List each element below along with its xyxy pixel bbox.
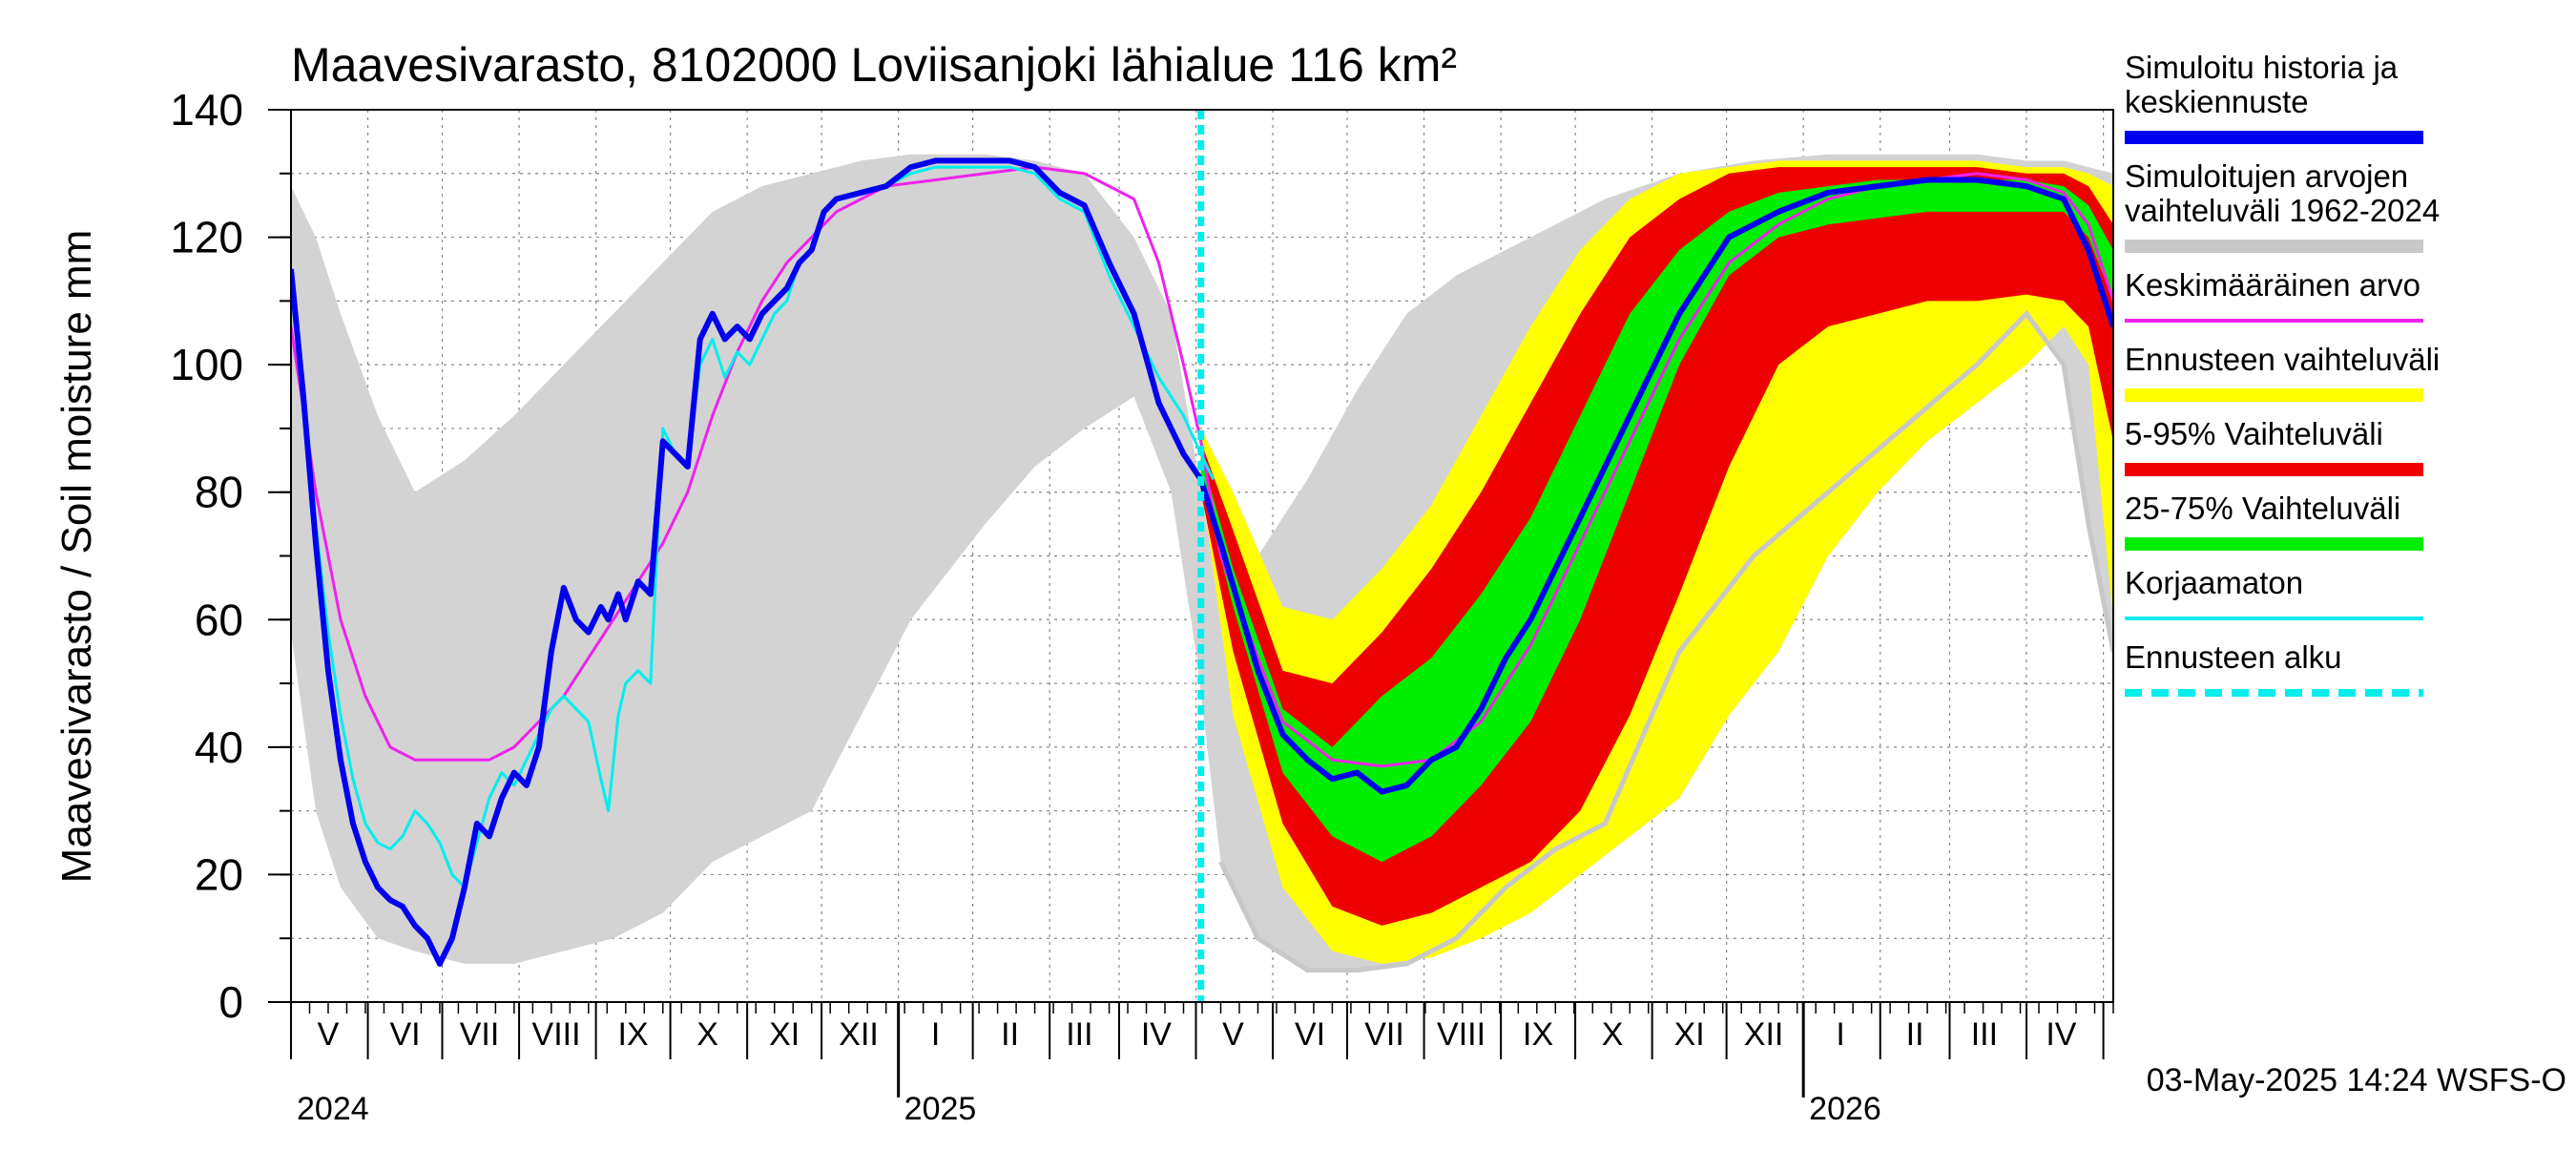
x-month-label: III [1971, 1016, 1998, 1053]
legend-label: Korjaamaton [2125, 565, 2303, 600]
y-tick-label: 20 [195, 849, 243, 899]
x-month-label: I [1836, 1016, 1844, 1053]
series-layer [291, 110, 2113, 1002]
x-year-label: 2025 [904, 1091, 977, 1127]
x-month-label: VI [389, 1016, 420, 1053]
x-month-label: VII [460, 1016, 500, 1053]
x-month-label: VIII [532, 1016, 581, 1053]
y-tick-label: 120 [170, 213, 243, 262]
legend-label: Ennusteen alku [2125, 639, 2342, 675]
x-month-label: XI [1674, 1016, 1705, 1053]
legend-label: Simuloitu historia ja [2125, 50, 2399, 85]
x-month-label: I [931, 1016, 940, 1053]
legend-label: Simuloitujen arvojen [2125, 158, 2408, 194]
y-tick-label: 40 [195, 722, 243, 772]
y-tick-label: 100 [170, 340, 243, 389]
x-month-label: V [1222, 1016, 1244, 1053]
y-tick-label: 140 [170, 85, 243, 135]
legend-label: 25-75% Vaihteluväli [2125, 491, 2400, 526]
line-simuloitu-historia-ja-keskiennuste [291, 157, 2113, 967]
x-month-label: III [1066, 1016, 1092, 1053]
legend-label: Ennusteen vaihteluväli [2125, 342, 2440, 377]
x-month-label: XI [769, 1016, 800, 1053]
x-month-label: VIII [1437, 1016, 1485, 1053]
y-tick-label: 80 [195, 468, 243, 517]
x-month-label: X [1602, 1016, 1624, 1053]
x-month-label: XII [1744, 1016, 1784, 1053]
x-year-label: 2026 [1809, 1091, 1881, 1127]
band-25-75-vaihteluv-li [1200, 179, 2113, 863]
x-month-label: X [696, 1016, 718, 1053]
line-keskim-r-inen-arvo [291, 165, 2113, 768]
x-month-label: VII [1364, 1016, 1404, 1053]
y-axis-label: Maavesivarasto / Soil moisture mm [53, 230, 100, 884]
x-month-label: II [1001, 1016, 1019, 1053]
x-month-label: XII [839, 1016, 879, 1053]
x-month-label: V [318, 1016, 340, 1053]
x-month-label: IX [1523, 1016, 1553, 1053]
x-month-label: IV [2046, 1016, 2076, 1053]
line-korjaamaton [291, 165, 1215, 889]
y-tick-label: 0 [218, 977, 243, 1027]
legend-label: Keskimääräinen arvo [2125, 267, 2420, 303]
legend-label: keskiennuste [2125, 84, 2309, 119]
y-tick-label: 60 [195, 595, 243, 644]
x-month-label: VI [1295, 1016, 1325, 1053]
x-month-label: IX [618, 1016, 649, 1053]
x-year-label: 2024 [297, 1091, 369, 1127]
timestamp: 03-May-2025 14:24 WSFS-O [2147, 1062, 2566, 1098]
x-month-label: II [1906, 1016, 1924, 1053]
legend-label: vaihteluväli 1962-2024 [2125, 193, 2440, 228]
legend-label: 5-95% Vaihteluväli [2125, 416, 2383, 451]
chart-title: Maavesivarasto, 8102000 Loviisanjoki läh… [291, 38, 1457, 92]
x-month-label: IV [1141, 1016, 1172, 1053]
historic-low-edge-line [1218, 309, 2113, 973]
